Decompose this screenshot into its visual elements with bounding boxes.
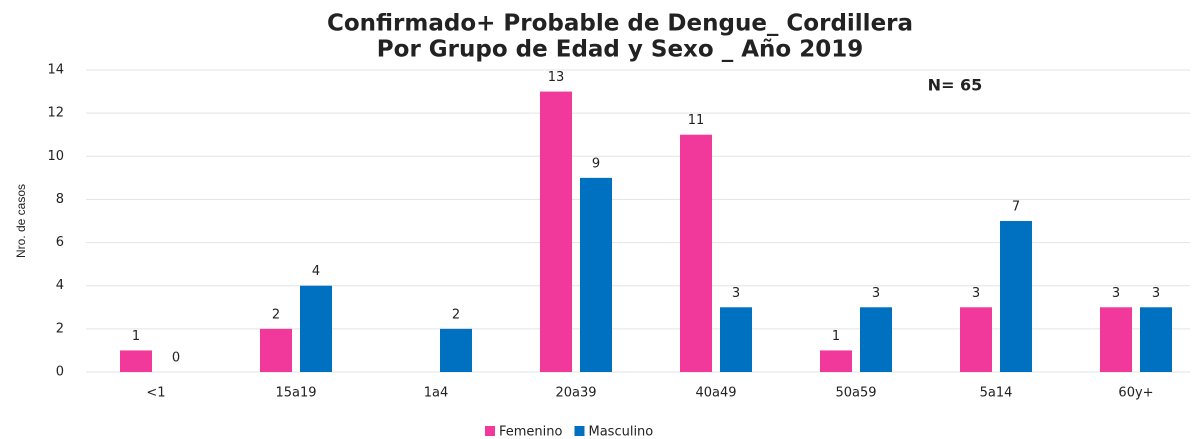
y-tick-label: 14	[47, 63, 64, 78]
bar	[1100, 307, 1132, 372]
y-tick-label: 2	[56, 321, 64, 336]
data-label: 9	[592, 156, 600, 171]
x-tick-label: 20a39	[555, 386, 596, 401]
bar	[260, 328, 292, 372]
data-label: 1	[832, 329, 840, 344]
legend-swatch	[574, 426, 585, 436]
chart-title: Por Grupo de Edad y Sexo _ Año 2019	[377, 37, 863, 63]
bar	[960, 307, 992, 372]
legend-label: Femenino	[499, 425, 563, 439]
data-label: 2	[452, 307, 460, 322]
x-tick-label: <1	[146, 386, 165, 401]
data-label: 11	[688, 113, 705, 128]
y-tick-label: 10	[47, 149, 64, 164]
data-label: 3	[872, 286, 880, 301]
data-label: 4	[312, 264, 320, 279]
data-label: 3	[1152, 286, 1160, 301]
annotation: N= 65	[928, 76, 983, 95]
legend-label: Masculino	[588, 425, 653, 439]
y-tick-label: 12	[47, 106, 64, 121]
data-label: 3	[1112, 286, 1120, 301]
bar	[120, 350, 152, 372]
data-label: 13	[548, 70, 565, 85]
y-tick-label: 6	[56, 235, 64, 250]
bar	[820, 350, 852, 372]
chart-title: Confirmado+ Probable de Dengue_ Cordille…	[327, 11, 913, 37]
data-label: 7	[1012, 200, 1020, 215]
bar	[580, 177, 612, 372]
data-label: 1	[132, 329, 140, 344]
x-tick-label: 1a4	[424, 386, 449, 401]
y-axis-label: Nro. de casos	[14, 184, 28, 258]
bar	[440, 328, 472, 372]
y-tick-label: 0	[56, 365, 64, 380]
x-tick-label: 40a49	[695, 386, 736, 401]
bar	[540, 91, 572, 373]
bar	[680, 134, 712, 372]
bar	[720, 307, 752, 372]
x-tick-label: 5a14	[980, 386, 1013, 401]
data-label: 0	[172, 351, 180, 366]
y-tick-label: 4	[56, 278, 64, 293]
data-label: 3	[972, 286, 980, 301]
x-tick-label: 15a19	[275, 386, 316, 401]
bar	[300, 285, 332, 372]
bar	[1140, 307, 1172, 372]
y-tick-label: 8	[56, 192, 64, 207]
x-tick-label: 50a59	[835, 386, 876, 401]
bar	[860, 307, 892, 372]
data-label: 2	[272, 307, 280, 322]
legend-swatch	[485, 426, 495, 436]
data-label: 3	[732, 286, 740, 301]
x-tick-label: 60y+	[1118, 386, 1153, 401]
bar	[1000, 221, 1032, 372]
